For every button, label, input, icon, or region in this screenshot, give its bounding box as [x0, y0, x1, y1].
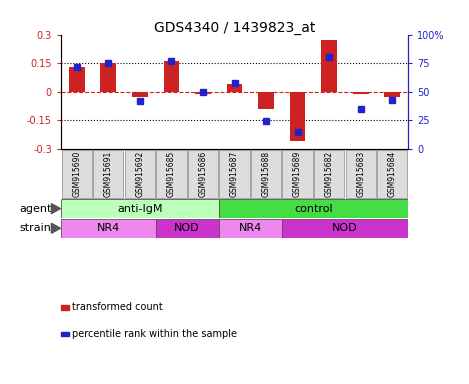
- Text: GSM915683: GSM915683: [356, 151, 365, 197]
- FancyBboxPatch shape: [61, 150, 92, 198]
- Text: NR4: NR4: [97, 223, 120, 233]
- Bar: [100, 63, 116, 92]
- Bar: [321, 40, 337, 92]
- Bar: [132, 92, 148, 98]
- Bar: [227, 84, 242, 92]
- Text: strain: strain: [20, 223, 52, 233]
- Bar: [258, 92, 274, 109]
- Text: GSM915685: GSM915685: [167, 151, 176, 197]
- FancyBboxPatch shape: [219, 199, 408, 218]
- FancyBboxPatch shape: [93, 150, 123, 198]
- Text: GSM915684: GSM915684: [388, 151, 397, 197]
- Text: GSM915687: GSM915687: [230, 151, 239, 197]
- Text: GSM915692: GSM915692: [136, 151, 144, 197]
- Text: GSM915690: GSM915690: [72, 151, 81, 197]
- FancyBboxPatch shape: [188, 150, 218, 198]
- FancyBboxPatch shape: [282, 219, 408, 238]
- Bar: [385, 92, 400, 98]
- FancyBboxPatch shape: [251, 150, 281, 198]
- Text: GSM915686: GSM915686: [198, 151, 207, 197]
- FancyBboxPatch shape: [219, 219, 282, 238]
- Bar: [164, 61, 179, 92]
- FancyBboxPatch shape: [377, 150, 408, 198]
- Text: GSM915691: GSM915691: [104, 151, 113, 197]
- Text: GSM915682: GSM915682: [325, 151, 333, 197]
- FancyBboxPatch shape: [156, 150, 187, 198]
- FancyBboxPatch shape: [282, 150, 313, 198]
- FancyBboxPatch shape: [156, 219, 219, 238]
- FancyBboxPatch shape: [219, 150, 250, 198]
- Text: NOD: NOD: [332, 223, 358, 233]
- Bar: [353, 92, 369, 94]
- Text: control: control: [294, 204, 333, 214]
- Text: percentile rank within the sample: percentile rank within the sample: [72, 329, 237, 339]
- FancyBboxPatch shape: [125, 150, 155, 198]
- Text: transformed count: transformed count: [72, 302, 163, 312]
- Text: NOD: NOD: [174, 223, 200, 233]
- Text: GDS4340 / 1439823_at: GDS4340 / 1439823_at: [154, 21, 315, 35]
- Text: NR4: NR4: [239, 223, 262, 233]
- FancyBboxPatch shape: [314, 150, 344, 198]
- FancyBboxPatch shape: [61, 219, 156, 238]
- Text: anti-IgM: anti-IgM: [117, 204, 163, 214]
- Bar: [69, 67, 84, 92]
- Text: GSM915689: GSM915689: [293, 151, 302, 197]
- Text: agent: agent: [19, 204, 52, 214]
- FancyBboxPatch shape: [61, 199, 219, 218]
- Bar: [195, 92, 211, 94]
- Text: GSM915688: GSM915688: [262, 151, 271, 197]
- FancyBboxPatch shape: [346, 150, 376, 198]
- Bar: [290, 92, 305, 141]
